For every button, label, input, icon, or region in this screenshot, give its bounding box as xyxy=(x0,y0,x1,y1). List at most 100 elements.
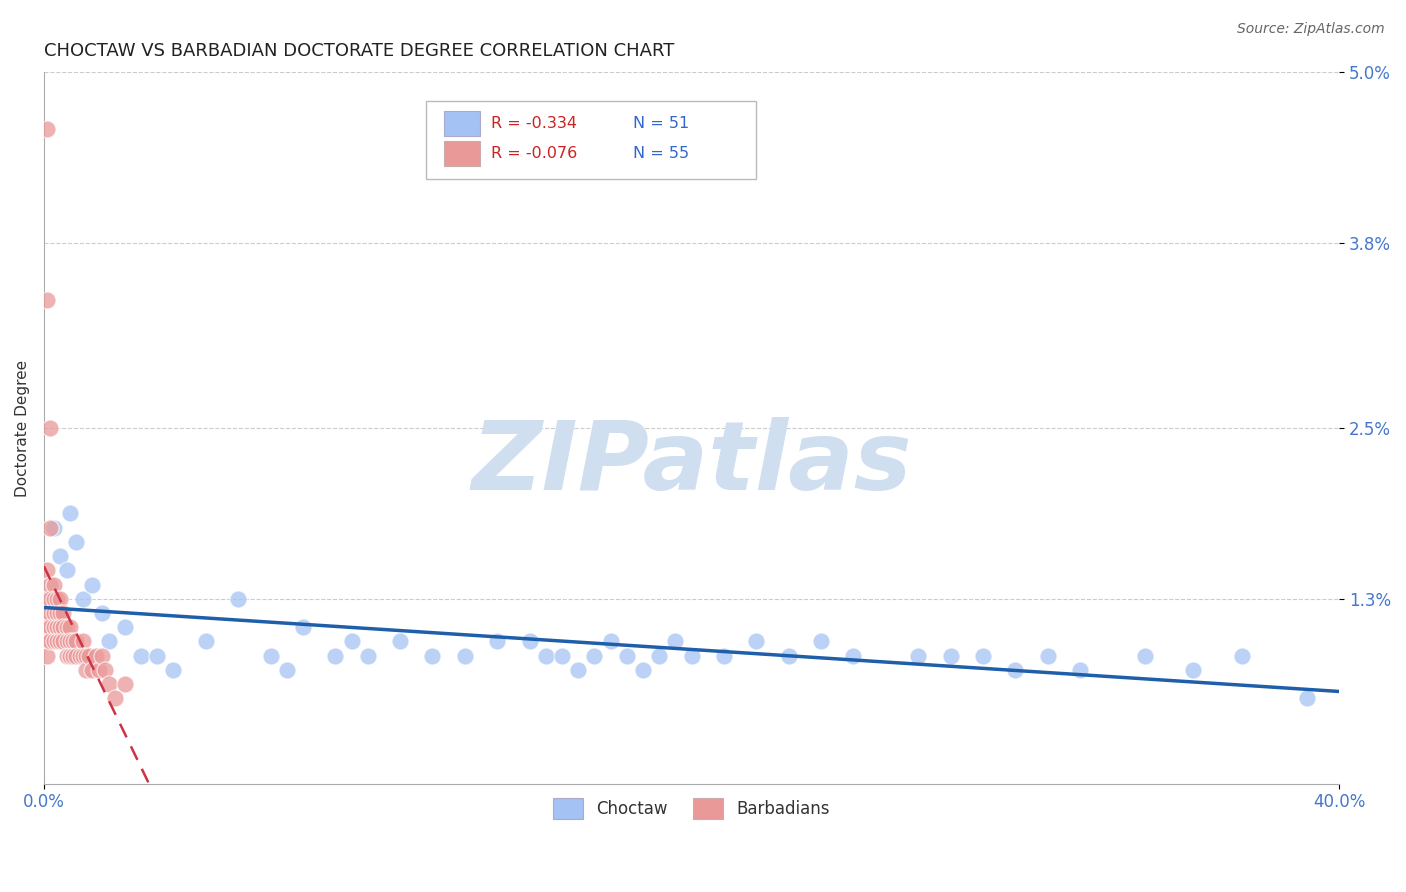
Point xyxy=(37,634,59,648)
Point xyxy=(77,648,100,663)
Point xyxy=(631,663,654,677)
Point xyxy=(37,122,59,136)
Point xyxy=(55,620,77,634)
Point xyxy=(939,648,962,663)
Point xyxy=(39,606,62,620)
Point xyxy=(1069,663,1091,677)
Point xyxy=(91,606,114,620)
Text: N = 51: N = 51 xyxy=(633,116,689,131)
Point xyxy=(39,591,62,606)
Point xyxy=(72,634,94,648)
Point xyxy=(52,620,75,634)
Point xyxy=(146,648,169,663)
Point xyxy=(37,648,59,663)
Point xyxy=(37,563,59,577)
Point xyxy=(42,591,65,606)
Point xyxy=(84,648,107,663)
Point xyxy=(55,648,77,663)
Point xyxy=(357,648,380,663)
Point xyxy=(681,648,703,663)
Point xyxy=(49,634,72,648)
Point xyxy=(42,577,65,591)
Point xyxy=(323,648,346,663)
Text: R = -0.076: R = -0.076 xyxy=(491,146,576,161)
Point xyxy=(39,521,62,535)
Point xyxy=(37,606,59,620)
Point xyxy=(389,634,412,648)
Point xyxy=(82,663,104,677)
Point xyxy=(745,634,768,648)
Point xyxy=(810,634,832,648)
Point xyxy=(162,663,184,677)
Point xyxy=(87,663,110,677)
Point xyxy=(778,648,800,663)
Point xyxy=(664,634,686,648)
Point xyxy=(72,591,94,606)
Point xyxy=(59,620,82,634)
Point xyxy=(45,620,67,634)
Point xyxy=(276,663,298,677)
Point xyxy=(39,620,62,634)
Point xyxy=(55,634,77,648)
Point xyxy=(45,591,67,606)
Point xyxy=(75,663,97,677)
Point xyxy=(648,648,671,663)
Point xyxy=(1036,648,1059,663)
Point xyxy=(65,534,87,549)
Point xyxy=(583,648,606,663)
Point xyxy=(59,507,82,521)
Point xyxy=(97,677,120,691)
Text: R = -0.334: R = -0.334 xyxy=(491,116,576,131)
Point xyxy=(72,648,94,663)
Point xyxy=(226,591,249,606)
Point xyxy=(454,648,477,663)
Point xyxy=(129,648,152,663)
Point xyxy=(65,648,87,663)
Point xyxy=(42,606,65,620)
Point xyxy=(37,620,59,634)
Point xyxy=(45,634,67,648)
Point xyxy=(39,577,62,591)
Point xyxy=(340,634,363,648)
FancyBboxPatch shape xyxy=(444,142,481,166)
Point xyxy=(291,620,314,634)
Point xyxy=(62,648,84,663)
Point xyxy=(599,634,621,648)
Legend: Choctaw, Barbadians: Choctaw, Barbadians xyxy=(547,791,837,825)
Point xyxy=(49,591,72,606)
Point xyxy=(69,648,91,663)
Point xyxy=(91,648,114,663)
Point xyxy=(49,549,72,563)
Point xyxy=(59,648,82,663)
Text: CHOCTAW VS BARBADIAN DOCTORATE DEGREE CORRELATION CHART: CHOCTAW VS BARBADIAN DOCTORATE DEGREE CO… xyxy=(44,42,675,60)
Point xyxy=(194,634,217,648)
Point xyxy=(114,620,136,634)
Point xyxy=(52,606,75,620)
Point xyxy=(52,634,75,648)
Point xyxy=(37,293,59,307)
Text: N = 55: N = 55 xyxy=(633,146,689,161)
Point xyxy=(713,648,735,663)
Point xyxy=(39,634,62,648)
Point xyxy=(567,663,589,677)
Point xyxy=(486,634,509,648)
Point xyxy=(972,648,994,663)
Point xyxy=(59,634,82,648)
FancyBboxPatch shape xyxy=(426,101,756,179)
Point xyxy=(62,634,84,648)
Point xyxy=(534,648,557,663)
Point xyxy=(551,648,574,663)
Y-axis label: Doctorate Degree: Doctorate Degree xyxy=(15,359,30,497)
Point xyxy=(49,620,72,634)
Point xyxy=(37,591,59,606)
Point xyxy=(104,691,127,706)
Point xyxy=(1230,648,1253,663)
Point xyxy=(1133,648,1156,663)
Point xyxy=(907,648,929,663)
Point xyxy=(45,606,67,620)
Point xyxy=(259,648,281,663)
Point xyxy=(75,648,97,663)
Point xyxy=(842,648,865,663)
Point xyxy=(422,648,444,663)
FancyBboxPatch shape xyxy=(444,111,481,136)
